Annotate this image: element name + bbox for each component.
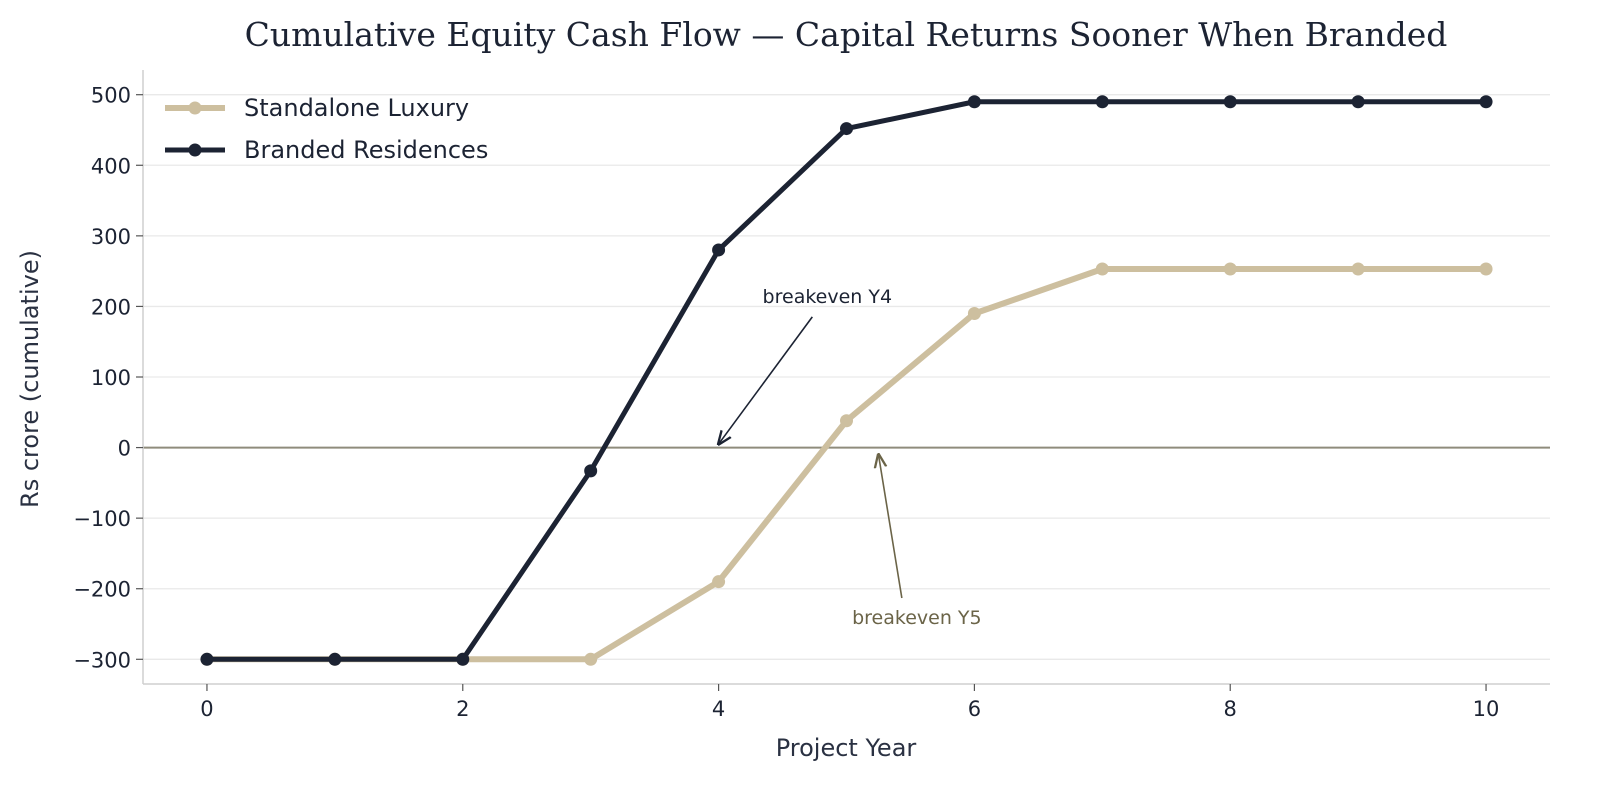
data-point	[1095, 95, 1109, 109]
data-point	[1095, 262, 1109, 276]
data-point	[1223, 95, 1237, 109]
data-point	[712, 243, 726, 257]
data-point	[967, 306, 981, 320]
data-point	[584, 652, 598, 666]
data-point	[840, 122, 853, 136]
legend-item: Branded Residences	[165, 136, 488, 164]
y-ticks: −300 −200 −100 0 100 200 300 400 500	[73, 84, 143, 672]
legend-label: Standalone Luxury	[244, 94, 469, 122]
y-tick-label: −100	[73, 507, 131, 531]
data-point	[967, 95, 981, 109]
x-tick-label: 8	[1224, 697, 1237, 721]
series-line	[206, 99, 1487, 662]
data-point	[840, 414, 853, 428]
series-branded-residences	[200, 95, 1493, 666]
legend-label: Branded Residences	[244, 136, 488, 164]
legend-swatch-marker	[188, 143, 202, 157]
legend: Standalone Luxury Branded Residences	[165, 94, 488, 164]
data-point	[1351, 95, 1365, 109]
data-point	[1351, 262, 1365, 276]
series-standalone-luxury	[200, 262, 1493, 666]
x-axis-label: Project Year	[776, 734, 917, 762]
annotation-label: breakeven Y4	[763, 286, 893, 308]
y-tick-label: 200	[91, 295, 131, 319]
annotation-arrow	[878, 455, 903, 599]
x-tick-label: 0	[200, 697, 213, 721]
x-ticks: 0 2 4 6 8 10	[200, 684, 1499, 721]
data-point	[200, 652, 214, 666]
annotation-arrow	[719, 316, 813, 444]
y-tick-label: 400	[91, 154, 131, 178]
gridlines	[143, 94, 1550, 660]
series-lines	[200, 95, 1493, 666]
legend-item: Standalone Luxury	[165, 94, 469, 122]
annotations: breakeven Y4 breakeven Y5	[719, 286, 982, 629]
y-tick-label: 0	[118, 437, 131, 461]
y-tick-label: 100	[91, 366, 131, 390]
chart-title: Cumulative Equity Cash Flow — Capital Re…	[245, 15, 1448, 54]
data-point	[328, 652, 342, 666]
x-tick-label: 2	[456, 697, 469, 721]
x-tick-label: 6	[968, 697, 981, 721]
series-line	[206, 266, 1487, 663]
data-point	[456, 652, 470, 666]
data-point	[1479, 262, 1493, 276]
y-tick-label: −200	[73, 578, 131, 602]
y-axis-label: Rs crore (cumulative)	[16, 250, 44, 508]
legend-swatch-marker	[188, 101, 202, 115]
y-tick-label: 500	[91, 84, 131, 108]
data-point	[712, 575, 726, 589]
y-tick-label: −300	[73, 648, 131, 672]
y-tick-label: 300	[91, 225, 131, 249]
x-tick-label: 4	[712, 697, 725, 721]
data-point	[1223, 262, 1237, 276]
data-point	[584, 464, 598, 478]
data-point	[1479, 95, 1493, 109]
x-tick-label: 10	[1473, 697, 1500, 721]
annotation-label: breakeven Y5	[852, 607, 982, 629]
